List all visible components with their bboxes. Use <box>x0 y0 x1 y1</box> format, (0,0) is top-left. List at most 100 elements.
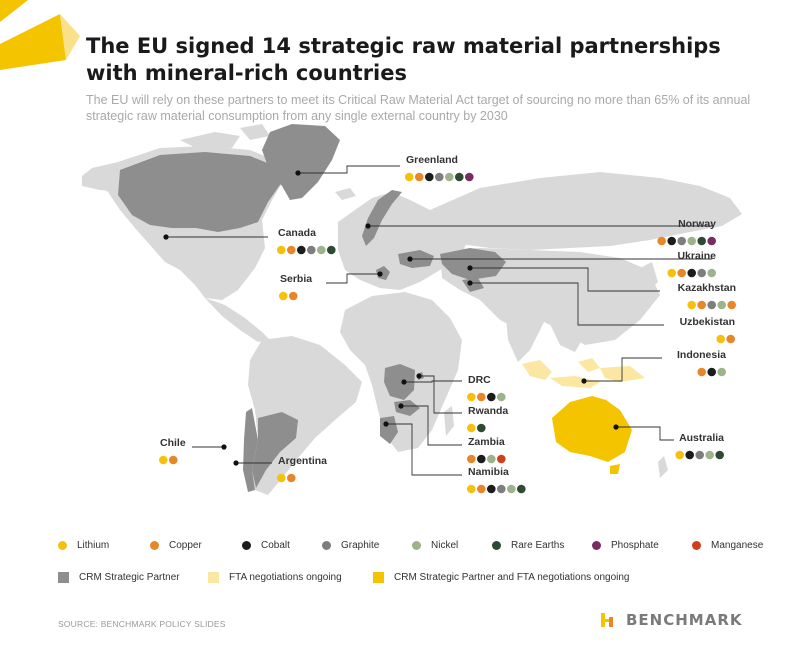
mineral-dots <box>159 172 736 494</box>
mineral-dot-drc-lithium <box>467 392 476 402</box>
legend-status: CRM Strategic Partner FTA negotiations on… <box>58 572 673 583</box>
mineral-dot-argentina-copper <box>287 473 296 483</box>
mineral-dot-ukraine-nickel <box>707 268 716 278</box>
mineral-dot-drc-cobalt <box>487 392 496 402</box>
mineral-dot-norway-cobalt <box>667 236 676 246</box>
country-label-chile: Chile <box>160 437 186 449</box>
mineral-dot-rwanda-rare-earths <box>477 423 486 433</box>
mineral-dot-ukraine-copper <box>677 268 686 278</box>
mineral-dot-canada-cobalt <box>297 245 306 255</box>
mineral-dot-canada-graphite <box>307 245 316 255</box>
legend-item-rare-earths: Rare Earths <box>492 540 592 551</box>
mineral-dot-drc-nickel <box>497 392 506 402</box>
mineral-dot-norway-phosphate <box>707 236 716 246</box>
leader-line-drc <box>404 380 462 383</box>
legend-dot-nickel <box>412 541 421 550</box>
country-label-rwanda: Rwanda <box>468 405 508 417</box>
country-label-indonesia: Indonesia <box>677 349 726 361</box>
mineral-dot-serbia-copper <box>289 291 298 301</box>
corner-accent-icon <box>0 0 80 70</box>
legend-item-phosphate: Phosphate <box>592 540 692 551</box>
brand-name: BENCHMARK <box>626 611 743 629</box>
mineral-dot-zambia-manganese <box>497 454 506 464</box>
legend-minerals: Lithium Copper Cobalt Graphite Nickel Rare Ea… <box>58 540 792 551</box>
mineral-dot-australia-rare-earths <box>715 450 724 460</box>
page-subtitle: The EU will rely on these partners to me… <box>86 93 751 123</box>
mineral-dot-kazakhstan-lithium <box>687 300 696 310</box>
mineral-dot-australia-nickel <box>705 450 714 460</box>
world-map: Greenland Canada Norway Ukraine Serbia Kazakh… <box>82 124 742 495</box>
country-marker-indonesia <box>581 378 587 384</box>
legend-dot-manganese <box>692 541 701 550</box>
leader-line-zambia <box>401 405 462 446</box>
legend-item-nickel: Nickel <box>412 540 492 551</box>
mineral-dot-argentina-lithium <box>277 473 286 483</box>
country-label-namibia: Namibia <box>468 466 509 478</box>
mineral-dot-greenland-nickel <box>445 172 454 182</box>
mineral-dot-chile-lithium <box>159 455 168 465</box>
legend-label: Cobalt <box>261 540 290 551</box>
mineral-dot-norway-nickel <box>687 236 696 246</box>
country-marker-kazakhstan <box>467 265 473 271</box>
country-label-kazakhstan: Kazakhstan <box>678 282 736 294</box>
mineral-dot-greenland-phosphate <box>465 172 474 182</box>
leader-line-serbia <box>326 273 380 284</box>
country-marker-canada <box>163 234 169 240</box>
mineral-dot-greenland-cobalt <box>425 172 434 182</box>
country-label-canada: Canada <box>278 227 316 239</box>
leader-line-namibia <box>386 423 462 476</box>
legend-label: Graphite <box>341 540 380 551</box>
legend-item-fta-ongoing: FTA negotiations ongoing <box>208 572 373 583</box>
leader-line-rwanda <box>419 375 462 414</box>
mineral-dot-uzbekistan-lithium <box>716 334 725 344</box>
country-marker-serbia <box>377 271 383 277</box>
country-marker-chile <box>221 444 227 450</box>
mineral-dot-zambia-cobalt <box>477 454 486 464</box>
legend-dot-cobalt <box>242 541 251 550</box>
mineral-dot-indonesia-cobalt <box>707 367 716 377</box>
legend-item-graphite: Graphite <box>322 540 412 551</box>
legend-swatch-crm-partner <box>58 572 69 583</box>
mineral-dot-norway-graphite <box>677 236 686 246</box>
mineral-dot-kazakhstan-copper <box>727 300 736 310</box>
country-label-drc: DRC <box>468 374 491 386</box>
leader-line-uzbekistan <box>470 282 664 326</box>
legend-dot-copper <box>150 541 159 550</box>
country-label-ukraine: Ukraine <box>677 250 716 262</box>
country-label-argentina: Argentina <box>278 455 327 467</box>
legend-item-manganese: Manganese <box>692 540 792 551</box>
country-label-australia: Australia <box>679 432 724 444</box>
mineral-dot-ukraine-graphite <box>697 268 706 278</box>
mineral-dot-namibia-lithium <box>467 484 476 494</box>
mineral-dot-greenland-copper <box>415 172 424 182</box>
country-marker-australia <box>613 424 619 430</box>
legend-label: Phosphate <box>611 540 659 551</box>
legend-label: Nickel <box>431 540 459 551</box>
legend-label: FTA negotiations ongoing <box>229 572 342 583</box>
legend-label: Rare Earths <box>511 540 565 551</box>
mineral-dot-norway-copper <box>657 236 666 246</box>
mineral-dot-zambia-nickel <box>487 454 496 464</box>
mineral-dot-namibia-cobalt <box>487 484 496 494</box>
mineral-dot-kazakhstan-nickel <box>717 300 726 310</box>
legend-swatch-crm-and-fta <box>373 572 384 583</box>
legend-dot-phosphate <box>592 541 601 550</box>
mineral-dot-greenland-lithium <box>405 172 414 182</box>
country-label-zambia: Zambia <box>468 436 505 448</box>
legend-item-crm-partner: CRM Strategic Partner <box>58 572 208 583</box>
mineral-dot-kazakhstan-copper <box>697 300 706 310</box>
brand-logo: BENCHMARK <box>600 611 743 629</box>
mineral-dot-drc-copper <box>477 392 486 402</box>
mineral-dot-namibia-copper <box>477 484 486 494</box>
country-label-uzbekistan: Uzbekistan <box>680 316 735 328</box>
leader-line-kazakhstan <box>470 267 660 292</box>
legend-item-crm-and-fta: CRM Strategic Partner and FTA negotiatio… <box>373 572 673 583</box>
legend-label: Lithium <box>77 540 110 551</box>
country-label-serbia: Serbia <box>280 273 312 285</box>
legend-item-cobalt: Cobalt <box>242 540 322 551</box>
country-marker-rwanda <box>416 373 422 379</box>
mineral-dot-zambia-copper <box>467 454 476 464</box>
country-marker-norway <box>365 223 371 229</box>
leader-line-australia <box>616 426 674 441</box>
mineral-dot-canada-rare-earths <box>327 245 336 255</box>
